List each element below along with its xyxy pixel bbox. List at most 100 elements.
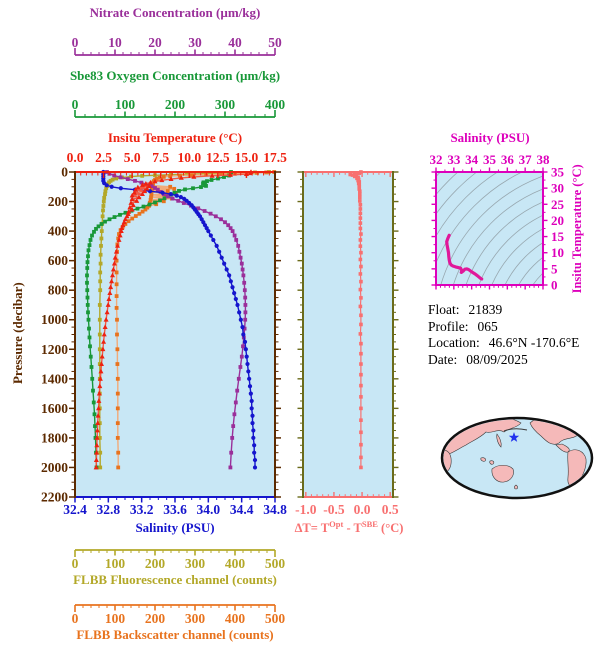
svg-text:25: 25 xyxy=(551,197,565,212)
location-value: 46.6°N -170.6°E xyxy=(488,335,580,350)
float-id-value: 21839 xyxy=(468,302,503,317)
svg-text:0: 0 xyxy=(72,611,79,626)
backscatter-axis-title: FLBB Backscatter channel (counts) xyxy=(76,627,274,642)
delta-t-axis-title: ΔT= TOpt - TSBE (°C) xyxy=(287,519,411,536)
profile-number-line: Profile: 065 xyxy=(428,319,579,336)
oxygen-axis-title: Sbe83 Oxygen Concentration (µm/kg) xyxy=(69,68,281,83)
svg-text:600: 600 xyxy=(48,253,69,268)
fluorescence-axis: 0 100 200 300 400 500 xyxy=(72,549,285,571)
svg-text:38: 38 xyxy=(537,152,551,167)
svg-text:33.2: 33.2 xyxy=(130,502,154,517)
svg-text:400: 400 xyxy=(265,97,286,112)
svg-text:1000: 1000 xyxy=(41,312,68,327)
svg-text:300: 300 xyxy=(185,611,206,626)
svg-text:100: 100 xyxy=(105,556,126,571)
series-salinity xyxy=(101,169,258,470)
svg-text:15.0: 15.0 xyxy=(235,150,259,165)
location-line: Location: 46.6°N -170.6°E xyxy=(428,335,579,352)
delta-t-mid: - T xyxy=(343,521,362,536)
ts-plot-temperature-title: Insitu Temperature (°C) xyxy=(570,164,585,294)
svg-text:0.0: 0.0 xyxy=(67,150,84,165)
profile-number-label: Profile: xyxy=(428,318,469,334)
svg-text:40: 40 xyxy=(228,35,242,50)
svg-text:500: 500 xyxy=(265,611,286,626)
ts-curve xyxy=(445,233,484,281)
svg-text:10: 10 xyxy=(551,245,564,260)
delta-t-sup-sbe: SBE xyxy=(361,519,378,529)
svg-text:0: 0 xyxy=(61,165,68,180)
salinity-axis-title: Salinity (PSU) xyxy=(135,520,215,535)
svg-text:34: 34 xyxy=(465,152,479,167)
delta-t-sup-opt: Opt xyxy=(329,519,344,529)
svg-text:0.0: 0.0 xyxy=(354,502,371,517)
svg-text:34.4: 34.4 xyxy=(230,502,254,517)
svg-text:20: 20 xyxy=(148,35,162,50)
pressure-axis-title: Pressure (decibar) xyxy=(9,282,25,385)
series-temperature xyxy=(93,169,254,470)
float-location-star xyxy=(508,432,520,442)
profile-plot-frame: 0 200 400 600 800 1000 1200 1400 1600 1800 2000 220… xyxy=(41,150,287,517)
svg-text:400: 400 xyxy=(225,611,246,626)
svg-text:34.8: 34.8 xyxy=(263,502,287,517)
float-id-label: Float: xyxy=(428,302,460,317)
svg-text:200: 200 xyxy=(145,611,166,626)
nitrate-axis-title: Nitrate Concentration (µm/kg) xyxy=(89,5,261,20)
temperature-axis-title: Insitu Temperature (°C) xyxy=(107,130,243,145)
svg-text:1600: 1600 xyxy=(41,401,68,416)
date-line: Date: 08/09/2025 xyxy=(428,352,579,369)
svg-text:10: 10 xyxy=(108,35,122,50)
svg-text:20: 20 xyxy=(551,213,564,228)
svg-text:-0.5: -0.5 xyxy=(323,502,345,517)
date-value: 08/09/2025 xyxy=(466,351,528,367)
svg-text:400: 400 xyxy=(225,556,246,571)
date-label: Date: xyxy=(428,351,458,367)
svg-text:32: 32 xyxy=(430,152,443,167)
profile-number-value: 065 xyxy=(477,318,498,334)
svg-text:12.5: 12.5 xyxy=(206,150,230,165)
svg-text:5: 5 xyxy=(551,261,558,276)
fluorescence-axis-title: FLBB Fluorescence channel (counts) xyxy=(73,572,277,587)
svg-text:10.0: 10.0 xyxy=(177,150,201,165)
delta-t-prefix: ΔT= T xyxy=(294,521,330,536)
svg-text:30: 30 xyxy=(188,35,202,50)
svg-text:15: 15 xyxy=(551,229,565,244)
svg-text:-1.0: -1.0 xyxy=(295,502,317,517)
oxygen-axis: 0 100 200 300 400 xyxy=(72,97,286,118)
svg-text:35: 35 xyxy=(551,165,565,180)
svg-text:1400: 1400 xyxy=(41,371,68,386)
svg-text:0: 0 xyxy=(72,556,79,571)
svg-text:1800: 1800 xyxy=(41,430,68,445)
float-info-panel: Float: 21839 Profile: 065 Location: 46.6°N … xyxy=(428,302,579,368)
svg-text:100: 100 xyxy=(115,97,136,112)
svg-text:300: 300 xyxy=(215,97,236,112)
svg-text:1200: 1200 xyxy=(41,342,68,357)
delta-t-panel: -1.0 -0.5 0.0 0.5 xyxy=(295,170,399,517)
svg-text:36: 36 xyxy=(501,152,515,167)
nitrate-axis: 0 10 20 30 40 50 xyxy=(72,35,282,56)
svg-text:800: 800 xyxy=(48,283,69,298)
ts-plot-salinity-title: Salinity (PSU) xyxy=(450,130,530,145)
svg-text:100: 100 xyxy=(105,611,126,626)
svg-text:2200: 2200 xyxy=(41,490,68,505)
svg-text:17.5: 17.5 xyxy=(263,150,287,165)
world-map xyxy=(440,416,594,500)
svg-text:2.5: 2.5 xyxy=(95,150,112,165)
svg-text:200: 200 xyxy=(48,194,69,209)
backscatter-axis: 0 100 200 300 400 500 xyxy=(72,604,286,626)
svg-text:34.0: 34.0 xyxy=(197,502,221,517)
svg-text:0: 0 xyxy=(72,35,79,50)
series-nitrate xyxy=(105,170,248,470)
svg-text:50: 50 xyxy=(268,35,282,50)
series-oxygen xyxy=(85,170,233,470)
svg-text:30: 30 xyxy=(551,181,564,196)
svg-text:33: 33 xyxy=(447,152,461,167)
svg-text:2000: 2000 xyxy=(41,460,68,475)
float-id-line: Float: 21839 xyxy=(428,302,579,319)
delta-t-suffix: (°C) xyxy=(377,521,404,536)
svg-text:35: 35 xyxy=(483,152,497,167)
svg-text:0: 0 xyxy=(551,278,558,293)
svg-text:32.8: 32.8 xyxy=(97,502,121,517)
